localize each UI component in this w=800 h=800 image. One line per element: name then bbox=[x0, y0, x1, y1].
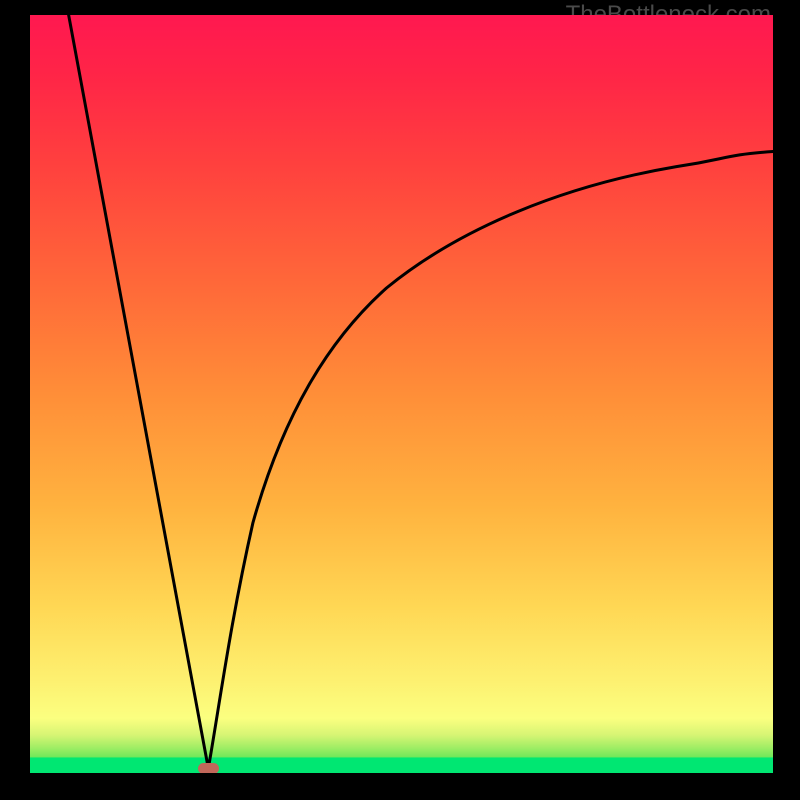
chart-frame: TheBottleneck.com bbox=[0, 0, 800, 800]
bottleneck-curve bbox=[30, 15, 773, 773]
plot-area bbox=[30, 15, 773, 773]
notch-marker bbox=[198, 763, 220, 773]
